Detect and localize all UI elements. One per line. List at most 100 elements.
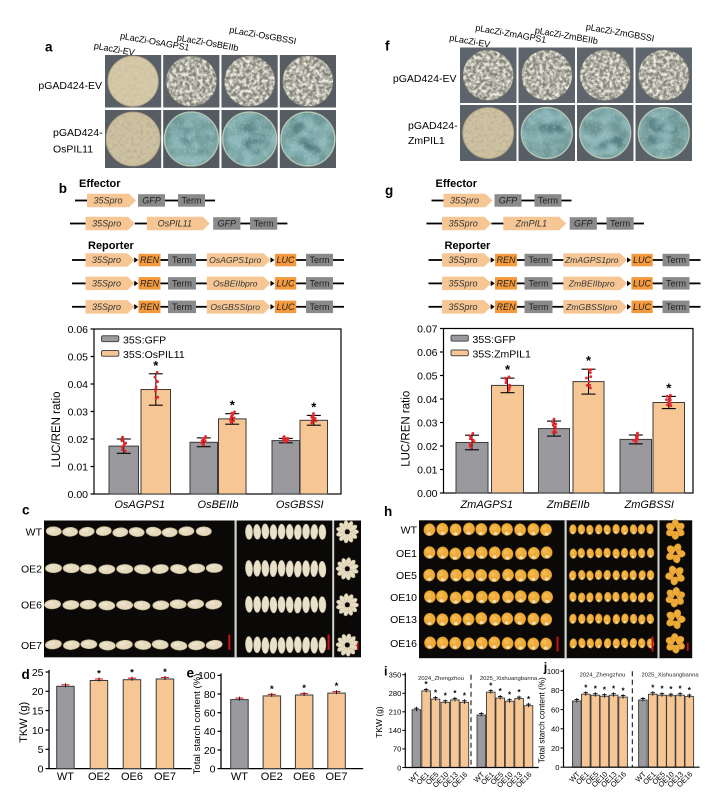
svg-text:OE1: OE1 — [396, 548, 417, 560]
svg-text:b: b — [59, 181, 67, 196]
svg-text:Term: Term — [172, 279, 192, 289]
svg-text:*: * — [163, 667, 167, 678]
svg-text:OsPIL11: OsPIL11 — [158, 219, 192, 229]
svg-text:OE7: OE7 — [21, 640, 42, 652]
svg-text:0.03: 0.03 — [417, 417, 438, 429]
svg-text:35Spro: 35Spro — [92, 219, 121, 229]
svg-text:0.05: 0.05 — [417, 370, 438, 382]
svg-text:OE5: OE5 — [396, 570, 417, 582]
svg-text:*: * — [453, 689, 457, 698]
svg-text:ZmPIL1: ZmPIL1 — [515, 219, 548, 229]
svg-text:Term: Term — [310, 302, 330, 312]
svg-text:60: 60 — [204, 707, 216, 719]
svg-text:pGAD424-EV: pGAD424-EV — [38, 80, 102, 92]
svg-text:GFP: GFP — [574, 219, 593, 229]
svg-text:35Spro: 35Spro — [92, 302, 121, 312]
svg-text:40: 40 — [204, 726, 216, 738]
svg-text:LUC: LUC — [277, 255, 296, 265]
svg-text:Term: Term — [172, 255, 192, 265]
svg-text:Term: Term — [529, 279, 549, 289]
svg-text:0.06: 0.06 — [68, 324, 89, 336]
svg-text:*: * — [311, 399, 317, 414]
svg-text:0.02: 0.02 — [68, 434, 89, 446]
svg-text:Total starch content (%): Total starch content (%) — [192, 674, 203, 775]
svg-text:ZmBEIIbpro: ZmBEIIbpro — [568, 279, 615, 289]
svg-text:*: * — [444, 691, 448, 700]
svg-text:OsGBSSI: OsGBSSI — [276, 499, 324, 511]
svg-text:0: 0 — [555, 763, 559, 772]
svg-text:35Spro: 35Spro — [450, 196, 479, 206]
svg-text:Reporter: Reporter — [88, 240, 135, 252]
svg-text:350: 350 — [389, 671, 402, 680]
svg-text:35S:OsPIL11: 35S:OsPIL11 — [123, 349, 185, 361]
svg-text:OE7: OE7 — [325, 771, 347, 783]
svg-text:ZmAGPS1pro: ZmAGPS1pro — [564, 255, 619, 265]
svg-text:Term: Term — [529, 255, 549, 265]
svg-text:35S:GFP: 35S:GFP — [473, 334, 516, 346]
svg-text:c: c — [22, 503, 30, 518]
svg-text:35Spro: 35Spro — [449, 219, 478, 229]
svg-text:35Spro: 35Spro — [93, 196, 122, 206]
svg-text:TKW (g): TKW (g) — [18, 702, 30, 743]
svg-text:5: 5 — [38, 744, 44, 756]
svg-text:*: * — [335, 681, 339, 692]
svg-text:0.01: 0.01 — [417, 464, 438, 476]
svg-text:0.04: 0.04 — [68, 379, 89, 391]
svg-text:*: * — [612, 684, 616, 693]
svg-text:j: j — [543, 661, 547, 675]
svg-text:*: * — [489, 681, 493, 690]
svg-text:ZmBEIIb: ZmBEIIb — [546, 499, 590, 511]
svg-text:OE6: OE6 — [21, 600, 42, 612]
svg-text:h: h — [384, 504, 392, 519]
svg-text:*: * — [425, 680, 429, 689]
svg-text:*: * — [586, 353, 592, 368]
svg-text:OE2: OE2 — [88, 771, 110, 783]
svg-text:GFP: GFP — [218, 219, 237, 229]
svg-text:i: i — [384, 665, 387, 679]
svg-text:140: 140 — [389, 726, 402, 735]
svg-text:ZmPIL1: ZmPIL1 — [408, 135, 445, 147]
svg-text:0: 0 — [38, 763, 44, 775]
svg-text:*: * — [584, 683, 588, 692]
svg-text:TKW (g): TKW (g) — [374, 706, 384, 738]
svg-text:20: 20 — [551, 744, 559, 753]
svg-text:*: * — [669, 685, 673, 694]
svg-text:g: g — [385, 183, 393, 198]
svg-text:35Spro: 35Spro — [92, 279, 121, 289]
svg-text:0.02: 0.02 — [417, 441, 438, 453]
svg-text:REN: REN — [140, 279, 160, 289]
svg-text:LUC: LUC — [277, 302, 296, 312]
svg-text:Term: Term — [538, 196, 558, 206]
svg-text:*: * — [434, 688, 438, 697]
svg-text:OsPIL11: OsPIL11 — [53, 144, 93, 156]
svg-text:f: f — [385, 39, 390, 54]
svg-text:0.01: 0.01 — [68, 461, 89, 473]
svg-text:80: 80 — [204, 689, 216, 701]
svg-text:Total starch content (%): Total starch content (%) — [538, 677, 547, 763]
svg-text:Term: Term — [666, 302, 686, 312]
svg-text:100: 100 — [198, 670, 216, 682]
svg-text:WT: WT — [26, 527, 43, 539]
svg-text:0.05: 0.05 — [68, 351, 89, 363]
svg-text:Effector: Effector — [436, 178, 478, 190]
svg-text:*: * — [527, 695, 531, 704]
svg-text:LUC/REN ratio: LUC/REN ratio — [401, 391, 413, 467]
svg-text:Reporter: Reporter — [445, 240, 492, 252]
svg-text:ZmGBSSIpro: ZmGBSSIpro — [565, 302, 617, 312]
svg-text:REN: REN — [496, 279, 516, 289]
svg-text:35Spro: 35Spro — [448, 255, 477, 265]
svg-text:15: 15 — [32, 705, 44, 717]
svg-text:60: 60 — [551, 705, 559, 714]
svg-text:ZmGBSSI: ZmGBSSI — [623, 499, 674, 511]
svg-text:GFP: GFP — [142, 196, 161, 206]
svg-text:0.03: 0.03 — [68, 406, 89, 418]
svg-text:OE6: OE6 — [293, 771, 315, 783]
svg-text:0.07: 0.07 — [417, 323, 438, 335]
svg-text:20: 20 — [32, 686, 44, 698]
svg-text:Term: Term — [182, 196, 202, 206]
svg-text:OE2: OE2 — [21, 564, 42, 576]
svg-text:OsBEIIbpro: OsBEIIbpro — [213, 279, 258, 289]
svg-text:pGAD424-EV: pGAD424-EV — [393, 73, 457, 85]
svg-text:REN: REN — [140, 255, 160, 265]
svg-text:WT: WT — [57, 771, 74, 783]
